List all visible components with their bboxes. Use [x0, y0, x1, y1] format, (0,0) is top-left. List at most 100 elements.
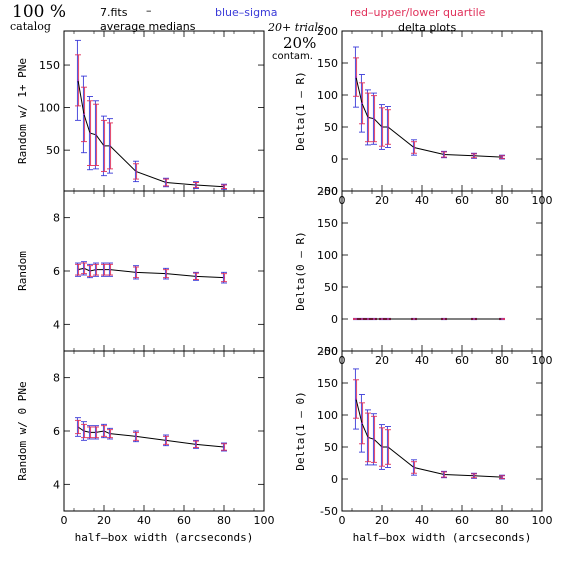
- y-tick-label: 100: [39, 102, 60, 115]
- data-point: [373, 117, 375, 120]
- x-tick-label: 40: [137, 514, 151, 527]
- data-layer: [353, 368, 505, 480]
- data-point: [109, 268, 111, 271]
- average-medians-label: average medians: [100, 20, 196, 33]
- data-point: [355, 318, 357, 320]
- median-line: [77, 426, 225, 448]
- data-point: [195, 443, 197, 446]
- x-tick-label: 20: [375, 354, 389, 367]
- data-point: [473, 154, 475, 157]
- trials-label: 20+ trials: [268, 21, 324, 34]
- data-point: [77, 268, 79, 271]
- y-axis-label: Delta(1 – R): [294, 71, 307, 150]
- y-tick-label: 6: [53, 265, 60, 278]
- y-tick-label: 4: [53, 318, 60, 331]
- x-tick-label: 40: [415, 194, 429, 207]
- data-point: [223, 446, 225, 448]
- data-point: [95, 431, 97, 434]
- x-tick-label: 40: [415, 354, 429, 367]
- data-point: [89, 431, 91, 434]
- y-tick-label: 100: [317, 409, 338, 422]
- data-point: [473, 318, 475, 320]
- panel-left-top: 50 100 150 Random w/ 1+ PNe: [16, 30, 265, 192]
- y-axis-label: Random w/ 1+ PNe: [16, 58, 29, 164]
- panel-left-bottom: 0 20 40 60 80 100 4 6 8 Random w/ 0 PNe half–box w…: [16, 350, 275, 544]
- data-point: [89, 270, 91, 272]
- y-axis-label: Delta(0 – R): [294, 231, 307, 310]
- data-point: [77, 426, 79, 428]
- x-tick-label: 60: [455, 514, 469, 527]
- x-tick-label: 0: [339, 514, 346, 527]
- median-line: [355, 398, 503, 478]
- y-tick-label: 50: [324, 121, 338, 134]
- data-point: [83, 430, 85, 432]
- data-point: [443, 318, 445, 320]
- data-point: [413, 318, 415, 320]
- data-point: [165, 181, 167, 184]
- data-layer: [353, 317, 505, 321]
- data-point: [103, 430, 105, 432]
- data-point: [89, 132, 91, 135]
- data-point: [95, 268, 97, 271]
- y-tick-label: 8: [53, 372, 60, 385]
- data-point: [103, 144, 105, 147]
- fits-filename: 7.fits: [100, 6, 128, 19]
- data-point: [473, 474, 475, 477]
- y-tick-label: 50: [324, 441, 338, 454]
- data-point: [381, 446, 383, 448]
- x-tick-label: 60: [455, 194, 469, 207]
- y-tick-label: -50: [320, 345, 338, 358]
- data-point: [361, 318, 363, 320]
- data-point: [77, 79, 79, 82]
- data-point: [355, 398, 357, 400]
- data-point: [443, 473, 445, 476]
- axes-frame: [341, 350, 543, 512]
- data-point: [95, 133, 97, 136]
- y-tick-label: 200: [317, 345, 338, 358]
- axes-frame: [63, 350, 265, 512]
- y-axis-label: Random w/ 0 PNe: [16, 381, 29, 480]
- data-point: [373, 438, 375, 441]
- y-axis-label: Random: [16, 251, 29, 291]
- y-tick-label: 6: [53, 425, 60, 438]
- x-tick-label: 40: [415, 514, 429, 527]
- blue-sigma-legend: blue–sigma: [215, 6, 278, 19]
- contam-label: contam.: [272, 51, 313, 62]
- y-tick-label: 0: [331, 313, 338, 326]
- catalog-percent: 100 %: [12, 2, 67, 22]
- data-point: [367, 318, 369, 320]
- x-tick-label: 100: [532, 514, 553, 527]
- x-tick-label: 80: [495, 194, 509, 207]
- y-tick-label: -50: [320, 185, 338, 198]
- data-layer: [353, 46, 505, 160]
- data-layer: [75, 39, 227, 190]
- x-tick-label: 80: [217, 514, 231, 527]
- axes-frame: [341, 190, 543, 352]
- y-tick-label: 100: [317, 249, 338, 262]
- y-tick-label: 0: [331, 153, 338, 166]
- y-tick-label: 100: [317, 89, 338, 102]
- x-tick-label: 0: [61, 514, 68, 527]
- data-point: [223, 185, 225, 188]
- data-point: [83, 267, 85, 270]
- data-point: [83, 113, 85, 116]
- x-tick-label: 20: [375, 194, 389, 207]
- y-tick-label: -50: [320, 505, 338, 518]
- contam-percent: 20%: [283, 34, 317, 52]
- data-point: [443, 153, 445, 156]
- data-point: [195, 275, 197, 278]
- data-point: [355, 76, 357, 78]
- y-tick-label: 150: [317, 57, 338, 70]
- red-quartile-legend: red–upper/lower quartile: [350, 6, 486, 19]
- y-tick-label: 150: [317, 217, 338, 230]
- catalog-label: catalog: [10, 20, 51, 33]
- data-point: [413, 146, 415, 149]
- x-tick-label: 80: [495, 354, 509, 367]
- y-tick-label: 200: [317, 185, 338, 198]
- data-point: [135, 435, 137, 438]
- data-layer: [75, 417, 227, 452]
- data-point: [501, 318, 503, 320]
